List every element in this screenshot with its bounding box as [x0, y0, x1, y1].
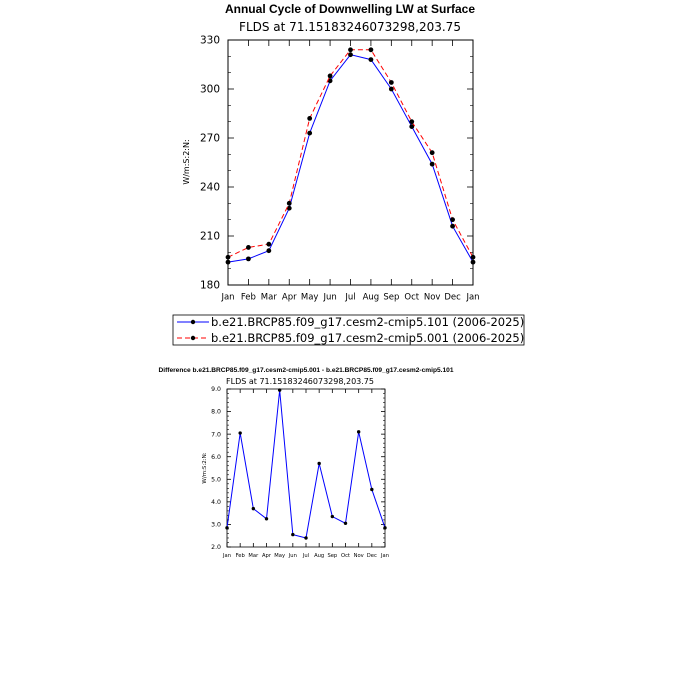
x-tick-label: Jan	[220, 293, 234, 303]
x-tick-label: Aug	[363, 293, 380, 303]
series-1-point	[470, 254, 476, 260]
chart1-plot-frame	[227, 39, 474, 286]
series-1-point	[409, 119, 415, 125]
series-0-point	[383, 526, 387, 530]
legend-marker-001	[190, 335, 196, 341]
x-tick-label: Jan	[465, 293, 479, 303]
y-tick-label: 6.0	[211, 454, 221, 461]
x-tick-label: May	[301, 293, 319, 303]
x-tick-label: Feb	[236, 553, 246, 559]
series-1-point	[388, 80, 394, 85]
chart1-ylabel: W/m:S:2:N:	[182, 139, 191, 184]
chart2-subtitle: FLDS at 71.15183246073298,203.75	[226, 377, 374, 386]
y-tick-label: 9.0	[211, 386, 221, 393]
series-line-0	[226, 390, 386, 539]
x-tick-label: Jun	[288, 553, 297, 559]
series-0-point	[348, 52, 353, 58]
series-0-point	[251, 506, 256, 511]
series-1-point	[225, 254, 231, 260]
y-tick-label: 7.0	[211, 431, 221, 438]
series-1-point	[429, 150, 435, 156]
series-0-point	[277, 388, 282, 392]
x-tick-label: Jan	[222, 553, 231, 559]
legend-label-001: b.e21.BRCP85.f09_g17.cesm2-cmip5.001 (20…	[211, 331, 524, 345]
series-0-point	[238, 431, 242, 435]
series-1-point	[348, 47, 353, 53]
x-tick-label: Mar	[261, 293, 278, 303]
y-tick-label: 270	[200, 133, 220, 145]
x-tick-label: Jan	[380, 553, 389, 559]
series-0-point	[470, 259, 476, 265]
chart2-plot-frame	[226, 388, 386, 548]
y-tick-label: 4.0	[211, 499, 221, 506]
legend-box	[172, 314, 525, 346]
series-0-point	[388, 86, 394, 92]
series-0-point	[450, 223, 455, 229]
x-tick-label: Aug	[314, 553, 324, 559]
y-tick-label: 210	[200, 231, 220, 243]
x-tick-label: Jul	[344, 293, 355, 303]
chart1-subtitle: FLDS at 71.15183246073298,203.75	[239, 20, 461, 34]
y-tick-label: 8.0	[211, 409, 221, 416]
x-tick-label: Oct	[404, 293, 419, 303]
series-0-point	[225, 526, 229, 530]
y-tick-label: 5.0	[211, 476, 221, 483]
chart1-legend: b.e21.BRCP85.f09_g17.cesm2-cmip5.101 (20…	[172, 314, 525, 346]
series-0-point	[356, 430, 361, 434]
series-1-point	[307, 116, 313, 121]
x-tick-label: Apr	[262, 553, 272, 559]
series-1-point	[450, 217, 455, 223]
series-1-point	[266, 241, 272, 247]
x-tick-label: Dec	[444, 293, 461, 303]
x-tick-label: Apr	[282, 293, 297, 303]
series-line-0	[227, 54, 474, 263]
series-1-point	[327, 73, 333, 79]
x-tick-label: May	[274, 553, 285, 559]
series-0-point	[370, 487, 374, 492]
legend-marker-101	[190, 319, 196, 325]
x-tick-label: Nov	[354, 553, 364, 559]
series-0-point	[286, 205, 292, 211]
series-0-point	[291, 532, 295, 537]
series-0-point	[330, 514, 335, 519]
x-tick-label: Feb	[241, 293, 256, 303]
series-0-point	[304, 536, 308, 540]
chart2-title: Difference b.e21.BRCP85.f09_g17.cesm2-cm…	[158, 367, 453, 374]
series-1-point	[246, 245, 251, 250]
difference-chart: Difference b.e21.BRCP85.f09_g17.cesm2-cm…	[158, 367, 453, 559]
x-tick-label: Dec	[367, 553, 377, 559]
series-0-point	[225, 259, 231, 265]
y-tick-label: 240	[200, 182, 220, 194]
series-0-point	[317, 461, 321, 466]
series-0-point	[307, 130, 313, 136]
y-tick-label: 2.0	[211, 544, 221, 551]
series-0-point	[343, 521, 348, 525]
legend-label-101: b.e21.BRCP85.f09_g17.cesm2-cmip5.101 (20…	[211, 315, 524, 329]
y-tick-label: 3.0	[211, 522, 221, 529]
chart2-ylabel: W/m:S:2:N:	[202, 452, 208, 483]
x-tick-label: Oct	[341, 553, 350, 559]
series-0-point	[266, 248, 272, 254]
x-tick-label: Sep	[383, 293, 399, 303]
series-1-point	[286, 200, 292, 206]
annual-cycle-chart: Annual Cycle of Downwelling LW at Surfac…	[172, 2, 525, 346]
x-tick-label: Mar	[248, 553, 259, 559]
series-1-point	[368, 47, 374, 53]
series-0-point	[327, 78, 333, 84]
series-0-point	[246, 256, 251, 262]
y-tick-label: 180	[200, 280, 220, 292]
x-tick-label: Sep	[327, 553, 337, 559]
y-tick-label: 330	[200, 35, 220, 47]
series-0-point	[264, 517, 269, 521]
x-tick-label: Nov	[424, 293, 441, 303]
series-0-point	[409, 124, 415, 129]
x-tick-label: Jun	[322, 293, 336, 303]
series-0-point	[429, 161, 435, 167]
x-tick-label: Jul	[302, 553, 309, 559]
series-line-1	[227, 49, 474, 258]
y-tick-label: 300	[200, 84, 220, 96]
series-0-point	[368, 57, 374, 62]
chart1-title: Annual Cycle of Downwelling LW at Surfac…	[225, 2, 475, 16]
